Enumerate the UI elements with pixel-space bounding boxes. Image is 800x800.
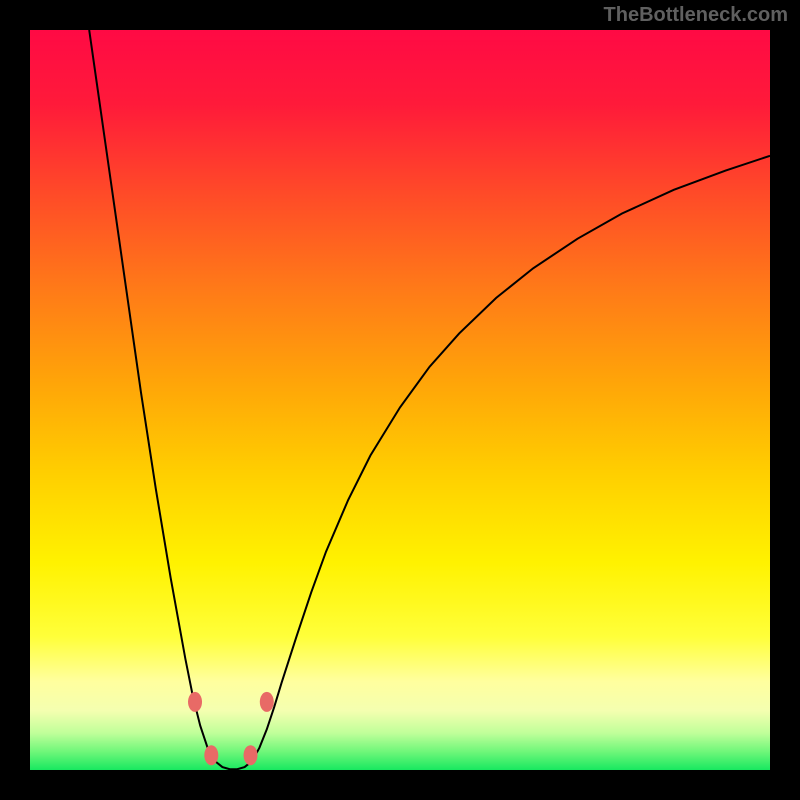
curve-marker <box>244 745 258 765</box>
curve-marker <box>188 692 202 712</box>
curve-marker <box>260 692 274 712</box>
chart-svg <box>30 30 770 770</box>
bottleneck-chart <box>30 30 770 770</box>
chart-background <box>30 30 770 770</box>
curve-marker <box>204 745 218 765</box>
watermark-text: TheBottleneck.com <box>604 4 788 27</box>
